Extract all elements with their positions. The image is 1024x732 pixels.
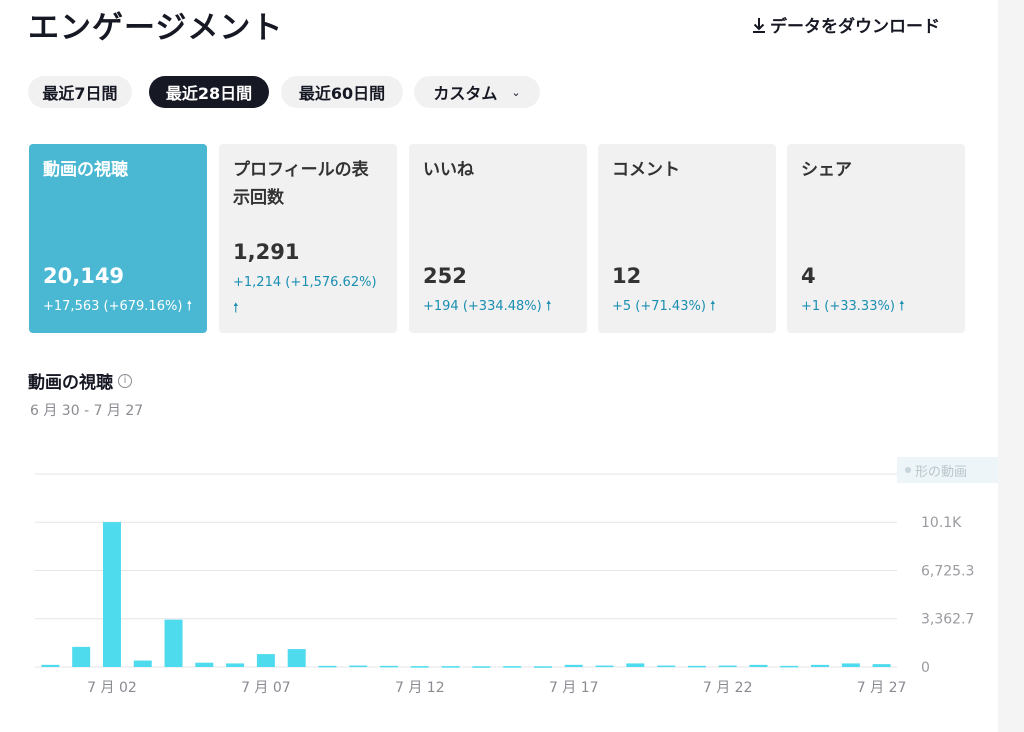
chart-bar[interactable] (533, 666, 552, 668)
chart-bar[interactable] (749, 664, 768, 667)
download-label: データをダウンロード (770, 17, 940, 37)
card-value: 12 (612, 264, 642, 288)
legend-dot-icon (905, 467, 911, 473)
card-label: コメント (612, 160, 680, 180)
chart-bar[interactable] (687, 665, 706, 668)
card-change: +17,563 (+679.16%) 🠕 (43, 299, 193, 314)
chart-bar[interactable] (349, 665, 368, 668)
metric-card-video-views[interactable]: 動画の視聴 20,149 +17,563 (+679.16%) 🠕 (29, 144, 207, 333)
y-tick-label: 10.1K (921, 515, 962, 531)
y-tick-label: 0 (921, 660, 930, 676)
card-value: 20,149 (43, 264, 125, 288)
range-chip-28-days[interactable]: 最近28日間 (149, 76, 269, 108)
chart-bar[interactable] (410, 666, 429, 668)
metric-card-comments[interactable]: コメント 12 +5 (+71.43%) 🠕 (598, 144, 776, 333)
chart-title-text: 動画の視聴 (28, 373, 113, 393)
chart-bar[interactable] (472, 666, 491, 668)
chart-bar[interactable] (626, 663, 645, 667)
x-tick-label: 7 月 02 (87, 680, 137, 696)
card-label: シェア (801, 160, 852, 180)
range-chip-label: 最近7日間 (42, 84, 118, 103)
metric-card-likes[interactable]: いいね 252 +194 (+334.48%) 🠕 (409, 144, 587, 333)
legend-hint-text: 形の動画 (915, 464, 968, 480)
chart-bar[interactable] (72, 646, 91, 667)
chart-section-title: 動画の視聴 i (28, 368, 132, 393)
chart-bar[interactable] (102, 522, 121, 667)
card-value: 1,291 (233, 240, 300, 264)
y-tick-label: 3,362.7 (921, 612, 974, 628)
chart-bar[interactable] (841, 663, 860, 667)
chart-bar[interactable] (133, 660, 152, 667)
chevron-down-icon: ⌄ (511, 85, 521, 99)
chart-bar[interactable] (195, 662, 214, 667)
chart-bar[interactable] (287, 649, 306, 667)
chart-bar[interactable] (872, 664, 891, 667)
download-arrow-icon (753, 17, 765, 33)
scrollbar-track[interactable] (998, 0, 1024, 732)
card-change: +1 (+33.33%) 🠕 (801, 299, 905, 314)
chart-bar[interactable] (441, 666, 460, 668)
video-views-bar-chart: 03,362.76,725.310.1K13.5K7 月 027 月 077 月… (35, 467, 974, 696)
metric-card-profile-views[interactable]: プロフィールの表示回数 1,291 +1,214 (+1,576.62%) 🠕 (219, 144, 397, 333)
chart-bar[interactable] (564, 664, 583, 667)
x-tick-label: 7 月 07 (241, 680, 291, 696)
chart-bar[interactable] (718, 665, 737, 668)
range-chip-custom[interactable]: カスタム ⌄ (414, 76, 540, 108)
range-chip-label: 最近60日間 (298, 84, 386, 103)
card-change: +194 (+334.48%) 🠕 (423, 299, 552, 314)
card-change: +1,214 (+1,576.62%) (233, 275, 377, 290)
card-value: 4 (801, 264, 816, 288)
chart-bar[interactable] (318, 665, 337, 668)
x-tick-label: 7 月 22 (703, 680, 753, 696)
chart-date-range: 6 月 30 - 7 月 27 (30, 403, 144, 419)
card-change-arrow-icon: 🠕 (233, 301, 239, 316)
x-tick-label: 7 月 27 (857, 680, 907, 696)
info-icon[interactable]: i (118, 373, 132, 388)
legend-hint: 形の動画 (897, 457, 998, 483)
x-tick-label: 7 月 12 (395, 680, 445, 696)
x-tick-label: 7 月 17 (549, 680, 599, 696)
range-chip-60-days[interactable]: 最近60日間 (281, 76, 403, 108)
chart-bar[interactable] (503, 666, 522, 668)
card-label: 動画の視聴 (43, 160, 128, 180)
chart-bar[interactable] (226, 663, 245, 667)
chart-bar[interactable] (256, 654, 275, 667)
page-title: エンゲージメント (28, 10, 284, 46)
download-data-button[interactable]: データをダウンロード (752, 12, 940, 37)
chart-bar[interactable] (780, 665, 799, 668)
metric-card-shares[interactable]: シェア 4 +1 (+33.33%) 🠕 (787, 144, 965, 333)
y-tick-label: 6,725.3 (921, 563, 974, 579)
range-chip-label: 最近28日間 (165, 84, 253, 103)
card-label: プロフィールの表示回数 (233, 160, 369, 208)
chart-bar[interactable] (380, 665, 399, 668)
card-label: いいね (423, 160, 474, 180)
range-chip-label: カスタム (433, 84, 498, 103)
chart-bar[interactable] (657, 665, 676, 668)
card-change: +5 (+71.43%) 🠕 (612, 299, 716, 314)
card-value: 252 (423, 264, 467, 288)
chart-bar[interactable] (595, 665, 614, 668)
range-chip-7-days[interactable]: 最近7日間 (28, 76, 132, 108)
chart-bar[interactable] (164, 619, 183, 667)
chart-bar[interactable] (41, 664, 60, 667)
chart-bar[interactable] (811, 664, 830, 667)
